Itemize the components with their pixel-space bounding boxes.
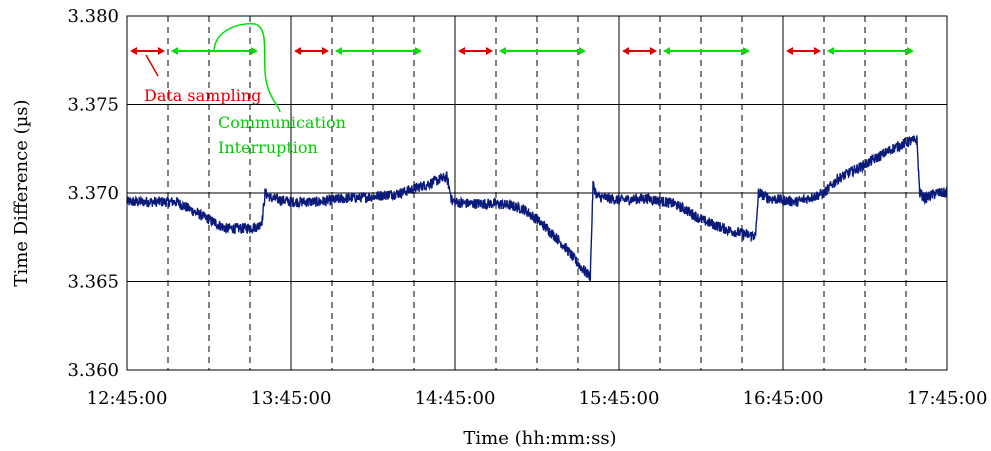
- interruption-arrow-head-left: [335, 47, 342, 55]
- y-axis-title: Time Difference (µs): [11, 99, 32, 286]
- y-tick-label: 3.380: [67, 6, 119, 27]
- sampling-leader-line: [145, 54, 159, 77]
- plot-frame: [126, 15, 948, 371]
- interruption-arrow-head-right: [578, 47, 586, 55]
- sampling-arrow-head-right: [158, 47, 165, 55]
- sampling-arrow-head-right: [486, 47, 493, 55]
- x-tick-label: 14:45:00: [415, 388, 496, 409]
- x-tick-label: 15:45:00: [579, 388, 660, 409]
- x-tick-label: 17:45:00: [907, 388, 988, 409]
- y-tick-label: 3.360: [67, 360, 119, 381]
- data-sampling-label: Data sampling: [144, 86, 261, 105]
- interruption-leader-line: [213, 22, 281, 113]
- grid: [127, 16, 947, 370]
- interruption-arrow-head-right: [742, 47, 750, 55]
- sampling-arrow-head-left: [458, 47, 465, 55]
- communication-interruption-label-line1: Communication: [218, 113, 346, 132]
- communication-interruption-label-line2: Interruption: [218, 138, 318, 157]
- interruption-arrow-head-left: [827, 47, 834, 55]
- y-tick-label: 3.365: [67, 272, 119, 293]
- series-line: [126, 135, 948, 282]
- y-tick-label: 3.370: [67, 183, 119, 204]
- x-tick-label: 16:45:00: [743, 388, 824, 409]
- interruption-arrow-head-left: [663, 47, 670, 55]
- interruption-arrow-head-right: [250, 47, 258, 55]
- interruption-arrow-head-left: [499, 47, 506, 55]
- sampling-arrow-head-right: [814, 47, 821, 55]
- sampling-arrow-head-left: [622, 47, 629, 55]
- sampling-arrow-head-left: [294, 47, 301, 55]
- tick-labels: 12:45:00 13:45:00 14:45:00 15:45:00 16:45:00…: [67, 6, 987, 409]
- sampling-arrow-head-left: [130, 47, 137, 55]
- x-tick-label: 12:45:00: [87, 388, 168, 409]
- x-axis-title: Time (hh:mm:ss): [463, 428, 616, 449]
- sampling-arrow-head-right: [650, 47, 657, 55]
- y-tick-label: 3.375: [67, 95, 119, 116]
- interruption-arrow-head-left: [171, 47, 178, 55]
- annotation-arrows: [130, 47, 914, 55]
- sampling-arrow-head-right: [322, 47, 329, 55]
- sampling-arrow-head-left: [786, 47, 793, 55]
- interruption-arrow-head-right: [414, 47, 422, 55]
- x-tick-label: 13:45:00: [251, 388, 332, 409]
- series-layer: [126, 135, 948, 282]
- interruption-arrow-head-right: [906, 47, 914, 55]
